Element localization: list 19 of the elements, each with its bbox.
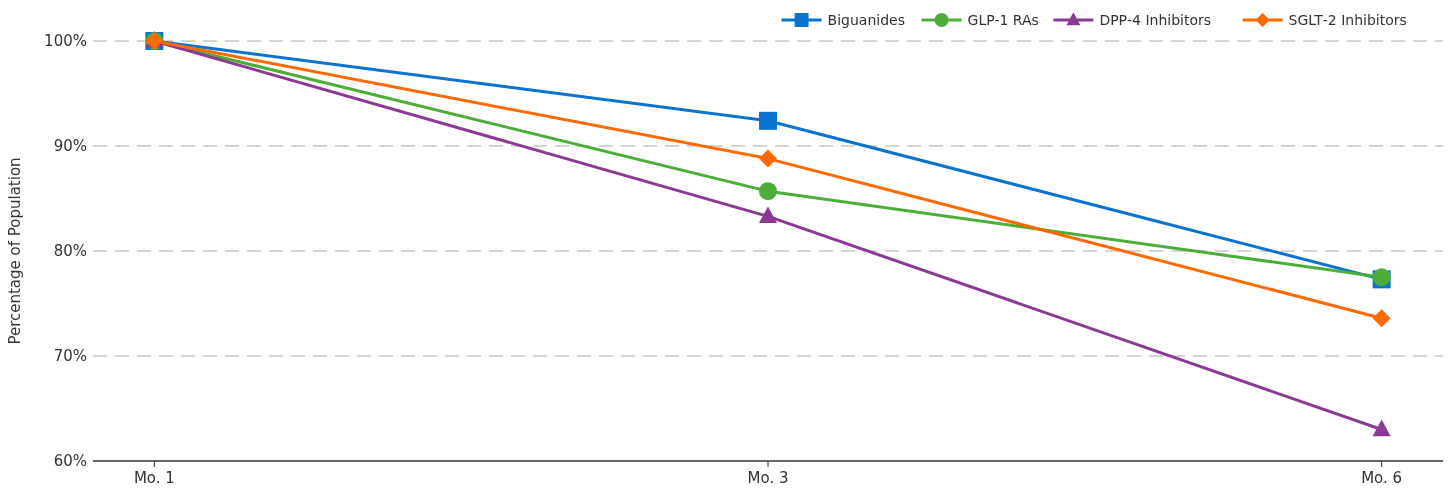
legend-label: DPP‑4 Inhibitors [1099, 11, 1212, 28]
y-tick-label: 80% [53, 242, 87, 261]
x-tick-label: Mo. 3 [747, 469, 789, 487]
x-tick-label: Mo. 1 [133, 469, 175, 487]
legend-label: Biguanides [827, 11, 905, 28]
x-tick-label: Mo. 6 [1361, 469, 1403, 487]
legend-label: GLP-1 RAs [967, 11, 1039, 28]
y-axis-title: Percentage of Population [6, 157, 24, 345]
point [1372, 309, 1391, 328]
point [759, 111, 777, 130]
point [759, 149, 777, 168]
point [759, 182, 777, 201]
y-tick-label: 100% [44, 32, 87, 51]
y-tick-label: 90% [53, 137, 87, 156]
point [1372, 419, 1391, 437]
point [759, 206, 777, 224]
y-tick-label: 70% [53, 347, 87, 366]
y-tick-label: 60% [53, 452, 87, 471]
legend-label: SGLT‑2 Inhibitors [1288, 11, 1407, 28]
